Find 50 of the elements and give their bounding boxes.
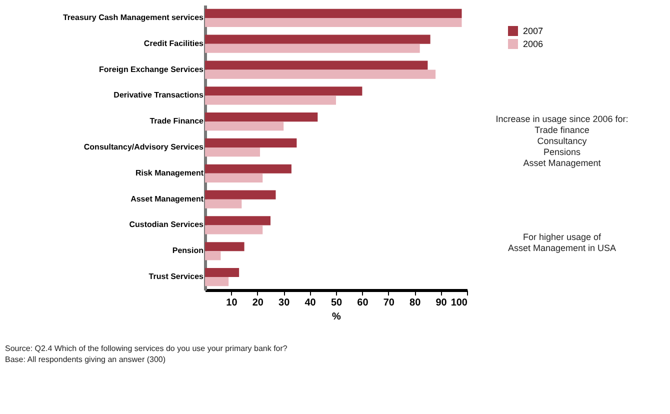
- bar: [205, 242, 244, 252]
- y-tick-label: Derivative Transactions: [114, 90, 204, 100]
- legend-label: 2006: [523, 39, 544, 49]
- legend-label: 2007: [523, 26, 544, 36]
- bar: [205, 18, 462, 28]
- x-tick-label: 20: [252, 298, 264, 308]
- text: For higher usage of Asset Management in USA: [508, 232, 616, 253]
- text: Increase in usage since 2006 for: Trade finance Consultancy Pensions Asset Management: [496, 114, 628, 168]
- bar: [205, 173, 263, 182]
- y-tick-label: Risk Management: [135, 168, 204, 178]
- x-tick-label: 40: [304, 298, 316, 308]
- text: Base: All respondents giving an answer (300): [5, 355, 166, 364]
- bar: [205, 251, 221, 260]
- bar: [205, 164, 292, 174]
- bar: [205, 216, 270, 226]
- y-tick-label: Custodian Services: [129, 220, 204, 230]
- y-tick-label: Trade Finance: [150, 116, 204, 126]
- y-tick-label: Asset Management: [130, 194, 204, 204]
- y-tick-label: Consultancy/Advisory Services: [84, 142, 204, 152]
- bar: [205, 277, 229, 286]
- bar: [205, 122, 284, 131]
- bar: [205, 268, 240, 278]
- bar: [205, 112, 318, 122]
- x-tick-label: 50: [330, 298, 342, 308]
- y-tick-label: Pension: [172, 246, 204, 256]
- bar: [205, 86, 362, 96]
- bar: [205, 148, 260, 157]
- source-note: Source: Q2.4 Which of the following services do you use your primary bank for?: [5, 344, 288, 353]
- y-tick-label: Credit Facilities: [144, 38, 204, 48]
- bar: [205, 60, 428, 70]
- bar: [205, 34, 430, 44]
- y-tick-label: Trust Services: [148, 272, 204, 282]
- x-tick-label: 60: [357, 298, 369, 308]
- x-tick-label: 80: [410, 298, 422, 308]
- x-axis-title: %: [332, 312, 342, 322]
- bar: [205, 8, 462, 18]
- x-tick-label: 10: [226, 298, 238, 308]
- x-tick-label: 100: [450, 298, 468, 308]
- x-tick-label: 70: [383, 298, 395, 308]
- bar: [205, 70, 436, 79]
- bar: [205, 96, 336, 105]
- y-tick-label: Foreign Exchange Services: [99, 64, 204, 74]
- bar: [205, 138, 297, 148]
- x-tick-label: 90: [436, 298, 448, 308]
- bar: [205, 199, 242, 208]
- x-tick-label: 30: [278, 298, 290, 308]
- bar: [205, 44, 420, 53]
- y-tick-label: Treasury Cash Management services: [62, 12, 204, 22]
- bar: [205, 225, 263, 234]
- bar: [205, 190, 276, 200]
